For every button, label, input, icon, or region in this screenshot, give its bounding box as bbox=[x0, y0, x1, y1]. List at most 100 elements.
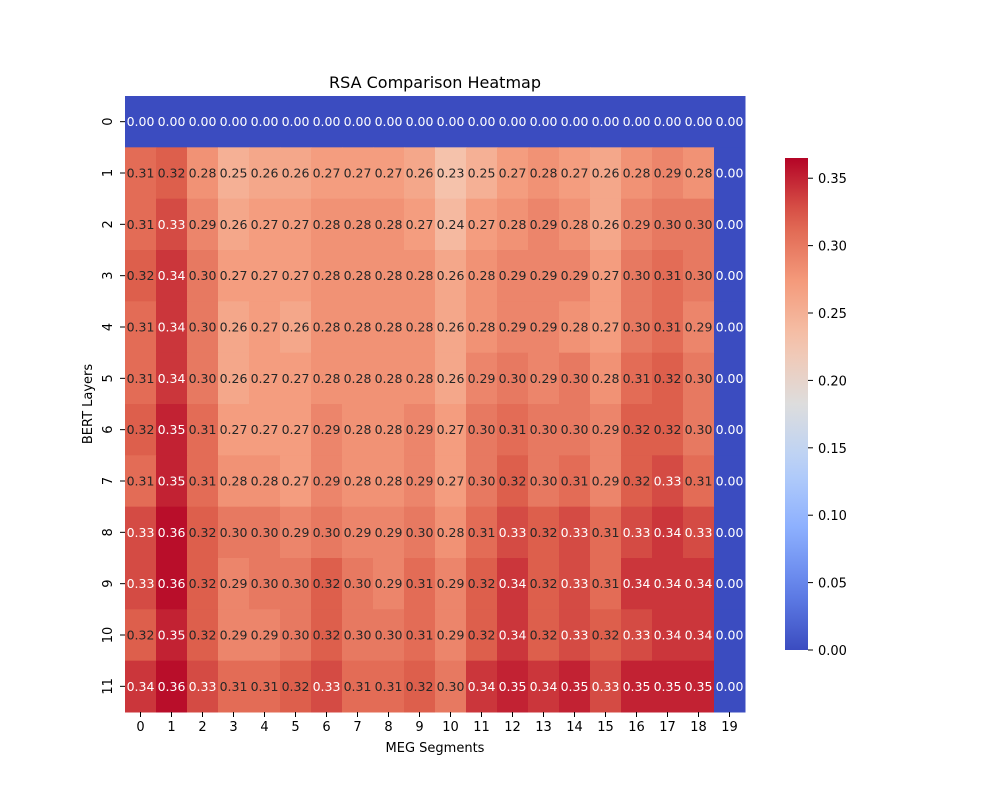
cell-value-label: 0.00 bbox=[716, 114, 744, 129]
heatmap-cell bbox=[683, 198, 715, 251]
heatmap-cell bbox=[187, 96, 219, 148]
cell-value-label: 0.27 bbox=[282, 268, 310, 283]
cell-value-label: 0.27 bbox=[282, 371, 310, 386]
heatmap-cell bbox=[404, 301, 436, 354]
heatmap-cell bbox=[528, 506, 560, 559]
heatmap-cell bbox=[497, 301, 529, 354]
cell-value-label: 0.33 bbox=[654, 474, 682, 489]
cell-value-label: 0.28 bbox=[468, 268, 496, 283]
heatmap-cell bbox=[559, 301, 591, 354]
heatmap-cell bbox=[590, 609, 622, 662]
heatmap-cell bbox=[435, 455, 467, 508]
heatmap-cell bbox=[342, 147, 374, 200]
cell-value-label: 0.34 bbox=[623, 576, 651, 591]
cell-value-label: 0.24 bbox=[437, 217, 465, 232]
heatmap-cell bbox=[156, 301, 188, 354]
heatmap-cell bbox=[528, 660, 560, 713]
cell-value-label: 0.26 bbox=[220, 320, 248, 335]
heatmap-cell bbox=[125, 404, 157, 456]
cell-value-label: 0.35 bbox=[158, 474, 186, 489]
cell-value-label: 0.36 bbox=[158, 576, 186, 591]
heatmap-cell bbox=[218, 352, 250, 405]
cell-value-label: 0.35 bbox=[654, 679, 682, 694]
cell-value-label: 0.28 bbox=[251, 474, 279, 489]
cell-value-label: 0.00 bbox=[437, 114, 465, 129]
cell-value-label: 0.34 bbox=[127, 679, 155, 694]
cell-value-label: 0.30 bbox=[251, 576, 279, 591]
heatmap-cell bbox=[590, 506, 622, 559]
heatmap-cell bbox=[187, 558, 219, 610]
y-tick-label: 7 bbox=[101, 477, 116, 485]
cell-value-label: 0.31 bbox=[561, 474, 589, 489]
heatmap-cell bbox=[683, 455, 715, 508]
heatmap-cell bbox=[528, 96, 560, 148]
heatmap-cell bbox=[528, 455, 560, 508]
y-tick-label: 10 bbox=[101, 627, 116, 644]
heatmap-cell bbox=[528, 301, 560, 354]
cell-value-label: 0.27 bbox=[220, 422, 248, 437]
heatmap-cell bbox=[559, 250, 591, 302]
heatmap-cell bbox=[652, 301, 684, 354]
heatmap-cell bbox=[559, 609, 591, 662]
cell-value-label: 0.33 bbox=[499, 525, 527, 540]
heatmap-cell bbox=[342, 660, 374, 713]
heatmap-cell bbox=[621, 301, 653, 354]
cell-value-label: 0.31 bbox=[127, 371, 155, 386]
heatmap-cell bbox=[249, 506, 281, 559]
heatmap-cell bbox=[652, 558, 684, 610]
y-tick-label: 9 bbox=[101, 580, 116, 588]
cell-value-label: 0.29 bbox=[437, 628, 465, 643]
y-tick-label: 0 bbox=[101, 118, 116, 126]
heatmap-cell bbox=[652, 609, 684, 662]
heatmap-cell bbox=[714, 404, 746, 456]
cell-value-label: 0.29 bbox=[282, 525, 310, 540]
heatmap-cell bbox=[373, 250, 405, 302]
heatmap-cell bbox=[249, 96, 281, 148]
heatmap-cell bbox=[187, 609, 219, 662]
chart-title: RSA Comparison Heatmap bbox=[329, 73, 541, 92]
heatmap-cell bbox=[683, 250, 715, 302]
heatmap-cell bbox=[466, 250, 498, 302]
cell-value-label: 0.33 bbox=[313, 679, 341, 694]
heatmap-cell bbox=[187, 352, 219, 405]
cell-value-label: 0.28 bbox=[375, 217, 403, 232]
cell-value-label: 0.27 bbox=[251, 371, 279, 386]
cell-value-label: 0.26 bbox=[282, 320, 310, 335]
heatmap-cell bbox=[280, 609, 312, 662]
x-tick-label: 5 bbox=[291, 720, 299, 735]
heatmap-cell bbox=[621, 250, 653, 302]
cell-value-label: 0.34 bbox=[499, 628, 527, 643]
x-axis-ticks: 0 1 2 3 4 5 6 7 8 9 10 11 12 13 14 15 16 17 18 19 bbox=[136, 712, 738, 735]
cell-value-label: 0.29 bbox=[530, 268, 558, 283]
heatmap-cell bbox=[714, 250, 746, 302]
heatmap-cell bbox=[342, 609, 374, 662]
heatmap-cell bbox=[683, 404, 715, 456]
cell-value-label: 0.29 bbox=[313, 422, 341, 437]
cell-value-label: 0.26 bbox=[437, 371, 465, 386]
cell-value-label: 0.00 bbox=[344, 114, 372, 129]
heatmap-cell bbox=[714, 660, 746, 713]
cell-value-label: 0.32 bbox=[654, 371, 682, 386]
cell-value-label: 0.35 bbox=[158, 628, 186, 643]
cell-value-label: 0.27 bbox=[468, 217, 496, 232]
heatmap-cell bbox=[621, 352, 653, 405]
heatmap-cell bbox=[466, 147, 498, 200]
x-tick-label: 15 bbox=[597, 720, 614, 735]
cell-value-label: 0.30 bbox=[220, 525, 248, 540]
heatmap-cell bbox=[373, 558, 405, 610]
heatmap-cell bbox=[156, 609, 188, 662]
heatmap-cell bbox=[435, 301, 467, 354]
heatmap-cells: 0.00 0.00 0.00 0.00 0.00 0.00 0.00 0.00 0.00 0.00… bbox=[125, 96, 746, 713]
cell-value-label: 0.30 bbox=[468, 474, 496, 489]
cell-value-label: 0.33 bbox=[623, 525, 651, 540]
cell-value-label: 0.26 bbox=[251, 166, 279, 181]
x-tick-label: 14 bbox=[566, 720, 583, 735]
heatmap-cell bbox=[342, 301, 374, 354]
cell-value-label: 0.31 bbox=[127, 320, 155, 335]
x-tick-label: 11 bbox=[473, 720, 490, 735]
cell-value-label: 0.26 bbox=[592, 166, 620, 181]
heatmap-cell bbox=[249, 609, 281, 662]
cell-value-label: 0.30 bbox=[499, 371, 527, 386]
cell-value-label: 0.30 bbox=[437, 679, 465, 694]
cell-value-label: 0.00 bbox=[716, 320, 744, 335]
